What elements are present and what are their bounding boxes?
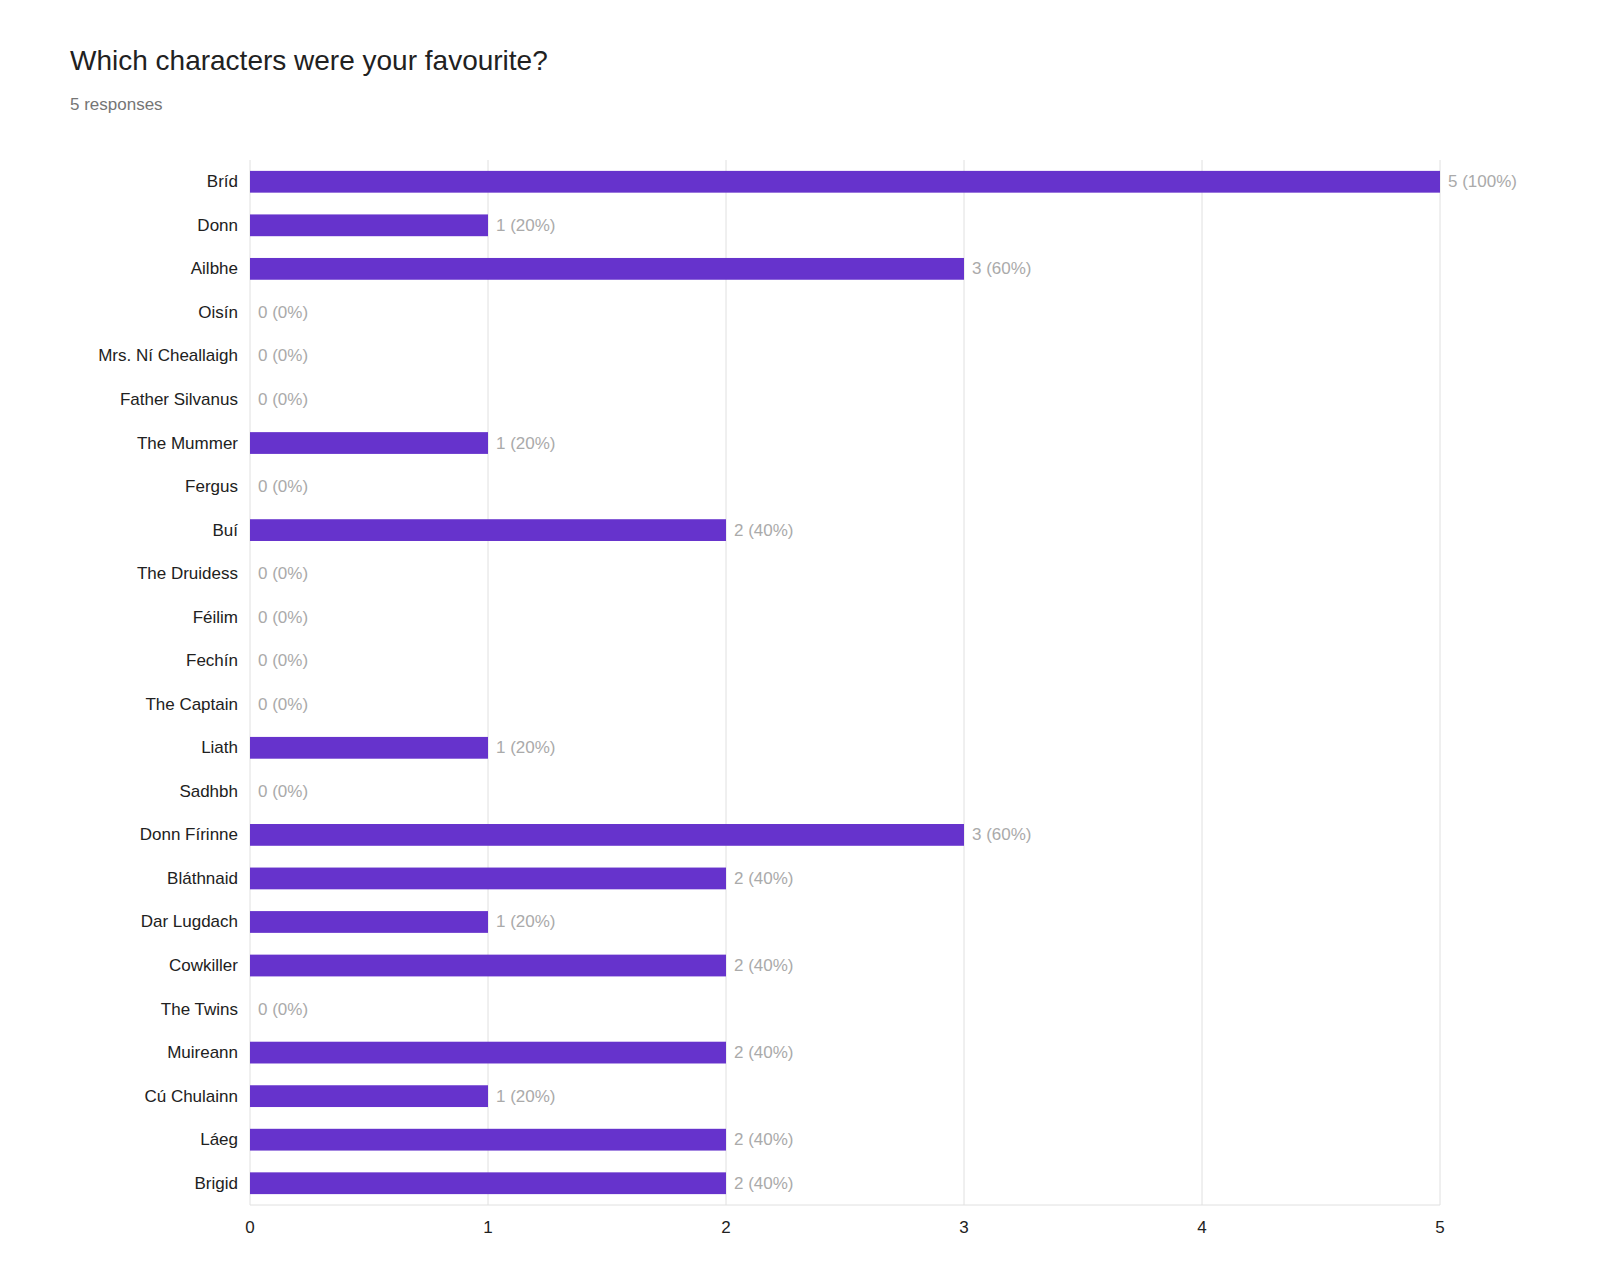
bar [250,868,726,890]
y-tick-label: Buí [212,521,238,540]
y-tick-label: Donn Fírinne [140,825,238,844]
data-label: 2 (40%) [734,1043,794,1062]
x-axis: 0 1 2 3 4 5 [245,1205,1444,1237]
bars [250,171,1440,1194]
y-tick-label: Bríd [207,172,238,191]
grid [250,160,1440,1205]
y-tick-label: Dar Lugdach [141,912,238,931]
data-label: 2 (40%) [734,1174,794,1193]
y-tick-label: Fechín [186,651,238,670]
data-label: 0 (0%) [258,564,308,583]
y-tick-label: Bláthnaid [167,869,238,888]
data-label: 0 (0%) [258,346,308,365]
bar [250,258,964,280]
x-tick-label: 0 [245,1218,254,1237]
data-label: 3 (60%) [972,259,1032,278]
bar [250,1129,726,1151]
y-tick-label: Muireann [167,1043,238,1062]
bar [250,780,251,802]
data-label: 0 (0%) [258,303,308,322]
bar [250,345,251,367]
x-tick-label: 5 [1435,1218,1444,1237]
bar [250,1085,488,1107]
data-label: 0 (0%) [258,695,308,714]
y-tick-label: Donn [197,216,238,235]
data-label: 0 (0%) [258,390,308,409]
data-label: 2 (40%) [734,1130,794,1149]
bar [250,737,488,759]
data-label: 0 (0%) [258,477,308,496]
data-label: 5 (100%) [1448,172,1517,191]
grid-line [964,160,965,1205]
data-label: 1 (20%) [496,1087,556,1106]
x-tick-label: 3 [959,1218,968,1237]
y-tick-label: Láeg [200,1130,238,1149]
bar [250,1042,726,1064]
bar [250,606,251,628]
y-tick-label: Féilim [193,608,238,627]
y-tick-label: Cowkiller [169,956,238,975]
y-tick-label: Sadhbh [179,782,238,801]
y-tick-label: Oisín [198,303,238,322]
data-label: 3 (60%) [972,825,1032,844]
y-tick-label: Father Silvanus [120,390,238,409]
grid-line [1202,160,1203,1205]
y-tick-label: The Druidess [137,564,238,583]
y-axis: Bríd Donn Ailbhe Oisín Mrs. Ní Cheallaigh Fat… [98,172,238,1192]
bar [250,1172,726,1194]
data-label: 0 (0%) [258,1000,308,1019]
grid-line [1440,160,1441,1205]
x-tick-label: 1 [483,1218,492,1237]
data-label: 0 (0%) [258,608,308,627]
y-tick-label: Cú Chulainn [144,1087,238,1106]
data-label: 2 (40%) [734,869,794,888]
data-label: 2 (40%) [734,956,794,975]
data-label: 1 (20%) [496,434,556,453]
bar [250,432,488,454]
x-tick-label: 2 [721,1218,730,1237]
data-label: 0 (0%) [258,651,308,670]
y-tick-label: Brigid [195,1174,238,1193]
data-label: 1 (20%) [496,216,556,235]
x-tick-label: 4 [1197,1218,1206,1237]
data-labels: 5 (100%) 1 (20%) 3 (60%) 0 (0%) 0 (0%) 0 (0%)… [258,172,1517,1192]
data-label: 0 (0%) [258,782,308,801]
data-label: 1 (20%) [496,738,556,757]
bar [250,519,726,541]
subtitle: 5 responses [70,95,163,114]
bar [250,824,964,846]
bar [250,302,251,324]
bar [250,693,251,715]
bar [250,389,251,411]
x-axis-line [250,1205,1440,1206]
y-tick-label: Liath [201,738,238,757]
bar [250,911,488,933]
bar [250,171,1440,193]
bar [250,476,251,498]
y-tick-label: Fergus [185,477,238,496]
y-tick-label: The Captain [145,695,238,714]
y-tick-label: The Twins [161,1000,238,1019]
bar [250,563,251,585]
y-tick-label: The Mummer [137,434,238,453]
data-label: 1 (20%) [496,912,556,931]
title: Which characters were your favourite? [70,45,548,76]
bar [250,214,488,236]
y-tick-label: Ailbhe [191,259,238,278]
y-tick-label: Mrs. Ní Cheallaigh [98,346,238,365]
bar [250,998,251,1020]
data-label: 2 (40%) [734,521,794,540]
chart: Which characters were your favourite? 5 r… [0,0,1600,1285]
bar [250,650,251,672]
bar [250,955,726,977]
